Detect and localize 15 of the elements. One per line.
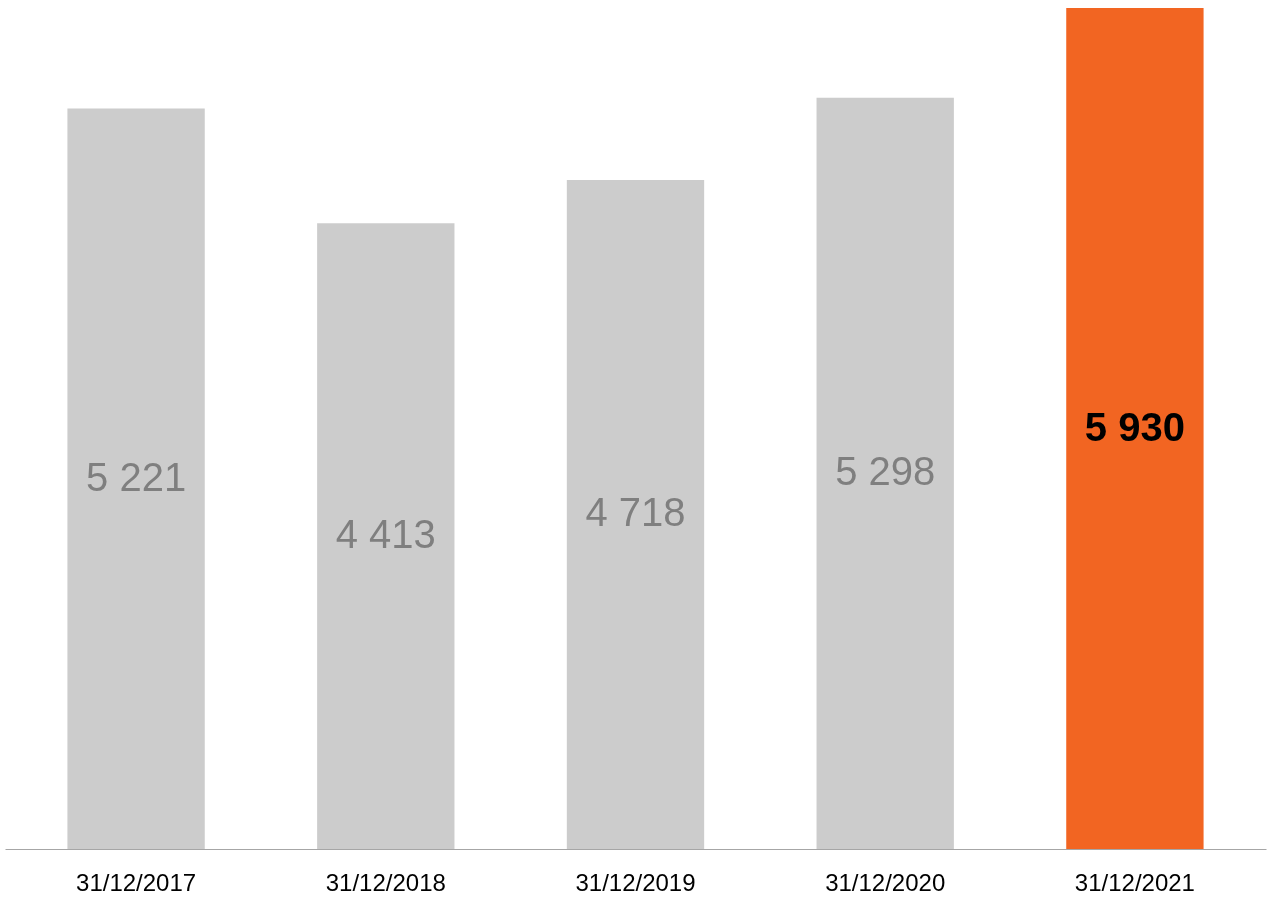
x-tick-label: 31/12/2021 bbox=[1074, 868, 1195, 896]
data-label: 5 930 bbox=[1084, 404, 1185, 449]
data-label: 4 718 bbox=[585, 490, 686, 535]
data-label: 5 221 bbox=[86, 454, 187, 499]
x-tick-label: 31/12/2018 bbox=[325, 868, 446, 896]
bar bbox=[67, 108, 205, 849]
data-label: 5 298 bbox=[835, 449, 936, 494]
bar bbox=[816, 97, 954, 849]
x-tick-label: 31/12/2019 bbox=[575, 868, 696, 896]
bar bbox=[317, 223, 455, 849]
bar bbox=[1066, 8, 1204, 849]
data-label: 4 413 bbox=[335, 512, 436, 557]
bar bbox=[566, 179, 705, 849]
x-tick-label: 31/12/2020 bbox=[825, 868, 946, 896]
x-tick-label: 31/12/2017 bbox=[76, 868, 197, 896]
